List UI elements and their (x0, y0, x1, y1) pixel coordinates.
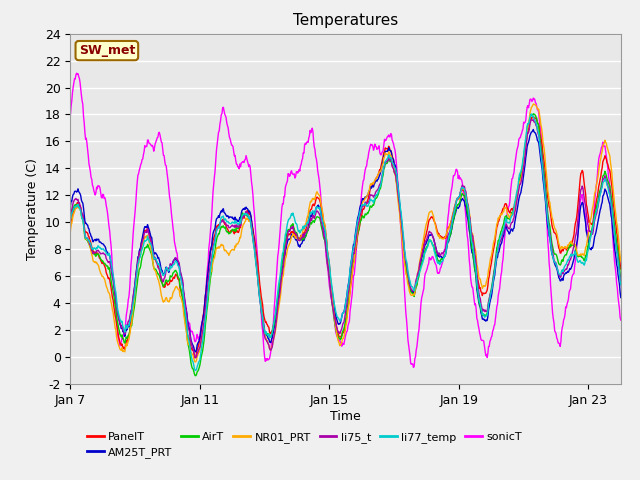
AM25T_PRT (401, 255, 409, 261)
AM25T_PRT (529, 127, 537, 132)
li77_temp (484, 301, 492, 307)
sonicT (401, 299, 409, 304)
NR01_PRT (100, 276, 108, 281)
NR01_PRT (67, 228, 74, 234)
li75_t (527, 117, 535, 122)
li77_temp (401, 251, 409, 257)
sonicT (485, 344, 493, 349)
NR01_PRT (542, 164, 550, 169)
Line: AirT: AirT (70, 114, 621, 376)
Title: Temperatures: Temperatures (293, 13, 398, 28)
NR01_PRT (191, 359, 199, 365)
AM25T_PRT (100, 243, 108, 249)
li77_temp (67, 217, 74, 223)
AirT (387, 158, 395, 164)
NR01_PRT (387, 152, 395, 158)
li77_temp (542, 197, 550, 203)
AirT (67, 216, 74, 222)
sonicT (101, 195, 109, 201)
AirT (100, 261, 108, 266)
li77_temp (100, 248, 108, 253)
sonicT (410, 364, 417, 370)
li77_temp (418, 263, 426, 268)
AirT (617, 275, 625, 280)
li75_t (387, 157, 395, 163)
X-axis label: Time: Time (330, 409, 361, 422)
PanelT (100, 262, 108, 268)
NR01_PRT (418, 247, 426, 252)
AM25T_PRT (617, 295, 625, 300)
Line: li77_temp: li77_temp (70, 114, 621, 371)
PanelT (401, 258, 409, 264)
PanelT (529, 113, 537, 119)
NR01_PRT (484, 267, 492, 273)
sonicT (387, 131, 395, 136)
sonicT (67, 112, 74, 118)
li75_t (542, 194, 550, 200)
AirT (484, 300, 492, 305)
PanelT (418, 251, 426, 257)
Line: sonicT: sonicT (70, 73, 621, 367)
PanelT (484, 276, 492, 282)
PanelT (387, 148, 395, 154)
li75_t (191, 355, 199, 360)
li77_temp (617, 282, 625, 288)
sonicT (617, 317, 625, 323)
li75_t (617, 282, 625, 288)
Text: SW_met: SW_met (79, 44, 135, 57)
AirT (192, 373, 200, 379)
sonicT (419, 292, 426, 298)
AM25T_PRT (191, 349, 199, 355)
Line: NR01_PRT: NR01_PRT (70, 104, 621, 362)
AM25T_PRT (484, 307, 492, 312)
li77_temp (191, 368, 199, 373)
Line: li75_t: li75_t (70, 120, 621, 358)
sonicT (542, 200, 550, 206)
AM25T_PRT (387, 148, 395, 154)
NR01_PRT (401, 264, 409, 270)
AM25T_PRT (67, 204, 74, 209)
Line: AM25T_PRT: AM25T_PRT (70, 130, 621, 352)
Legend: PanelT, AM25T_PRT, AirT, NR01_PRT, li75_t, li77_temp, sonicT: PanelT, AM25T_PRT, AirT, NR01_PRT, li75_… (87, 432, 522, 458)
li75_t (401, 253, 409, 259)
AirT (418, 260, 426, 266)
AirT (529, 111, 537, 117)
PanelT (191, 355, 199, 360)
NR01_PRT (617, 258, 625, 264)
PanelT (617, 266, 625, 272)
AM25T_PRT (418, 255, 426, 261)
AirT (401, 258, 409, 264)
NR01_PRT (529, 101, 537, 107)
AirT (542, 188, 550, 193)
PanelT (542, 174, 550, 180)
Line: PanelT: PanelT (70, 116, 621, 358)
sonicT (73, 71, 81, 76)
li75_t (100, 252, 108, 257)
li75_t (67, 215, 74, 220)
li77_temp (527, 111, 535, 117)
li75_t (484, 299, 492, 305)
li75_t (418, 253, 426, 259)
PanelT (67, 224, 74, 229)
Y-axis label: Temperature (C): Temperature (C) (26, 158, 39, 260)
AM25T_PRT (542, 202, 550, 207)
li77_temp (387, 155, 395, 160)
